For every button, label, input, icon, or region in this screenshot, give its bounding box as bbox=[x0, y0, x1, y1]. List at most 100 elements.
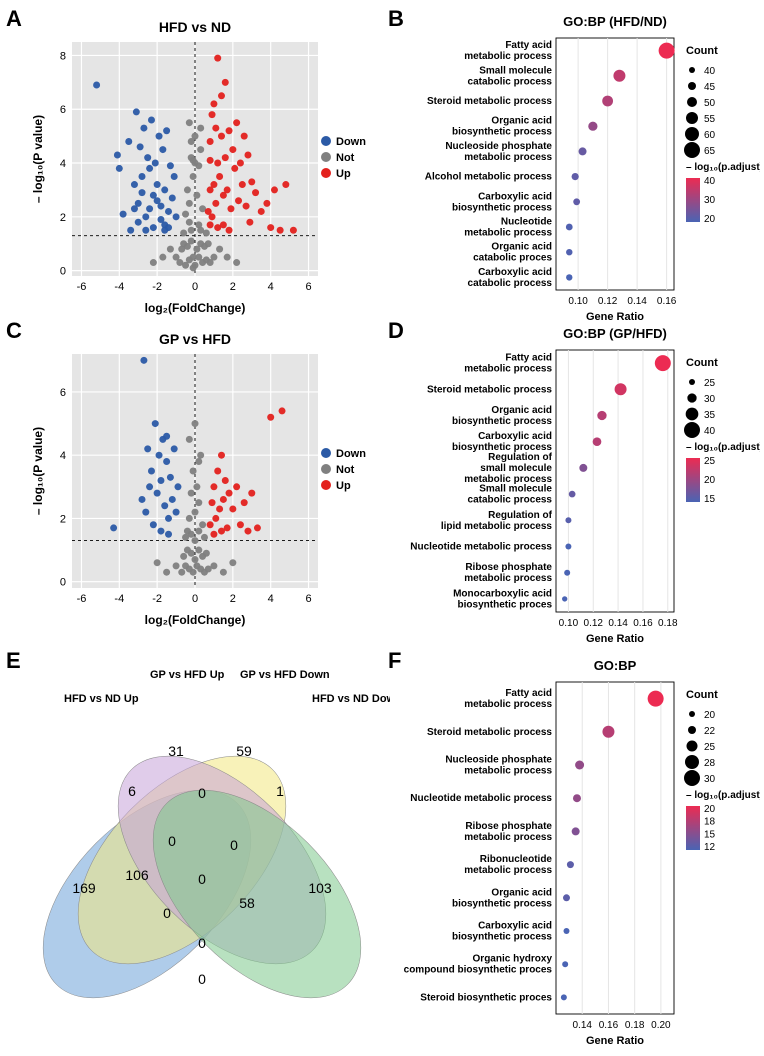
svg-text:45: 45 bbox=[704, 82, 716, 93]
svg-text:Organic acidbiosynthetic proce: Organic acidbiosynthetic process bbox=[452, 887, 552, 909]
svg-text:-2: -2 bbox=[152, 593, 162, 605]
svg-text:0.16: 0.16 bbox=[633, 618, 653, 629]
svg-text:GP vs HFD: GP vs HFD bbox=[159, 331, 231, 347]
svg-text:0.12: 0.12 bbox=[598, 296, 618, 307]
svg-text:15: 15 bbox=[704, 494, 716, 505]
svg-text:18: 18 bbox=[704, 817, 716, 828]
svg-text:Nucleotide metabolic process: Nucleotide metabolic process bbox=[410, 793, 552, 804]
svg-text:0: 0 bbox=[198, 935, 206, 951]
svg-text:106: 106 bbox=[125, 867, 149, 883]
svg-text:Small moleculecatabolic proces: Small moleculecatabolic process bbox=[468, 65, 553, 87]
svg-text:25: 25 bbox=[704, 378, 716, 389]
svg-text:-4: -4 bbox=[114, 593, 124, 605]
svg-text:22: 22 bbox=[704, 726, 716, 737]
svg-text:25: 25 bbox=[704, 456, 716, 467]
svg-text:40: 40 bbox=[704, 426, 716, 437]
svg-text:0.20: 0.20 bbox=[651, 1020, 671, 1031]
svg-text:log₂(FoldChange): log₂(FoldChange) bbox=[145, 301, 246, 315]
svg-text:-6: -6 bbox=[77, 281, 87, 293]
svg-text:– log₁₀(P value): – log₁₀(P value) bbox=[31, 427, 45, 515]
svg-text:59: 59 bbox=[236, 743, 252, 759]
svg-text:31: 31 bbox=[168, 743, 184, 759]
svg-text:4: 4 bbox=[268, 593, 274, 605]
svg-text:4: 4 bbox=[60, 450, 66, 462]
svg-text:0: 0 bbox=[60, 577, 66, 589]
svg-text:25: 25 bbox=[704, 742, 716, 753]
svg-text:0.16: 0.16 bbox=[599, 1020, 619, 1031]
svg-text:Fatty acidmetabolic process: Fatty acidmetabolic process bbox=[464, 353, 552, 375]
svg-text:Ribonucleotidemetabolic proces: Ribonucleotidemetabolic process bbox=[464, 854, 552, 876]
svg-text:0.14: 0.14 bbox=[572, 1020, 592, 1031]
svg-text:30: 30 bbox=[704, 195, 716, 206]
volcano-plot-c: GP vs HFD-6-4-202460246log₂(FoldChange)–… bbox=[28, 330, 388, 630]
svg-text:GO:BP: GO:BP bbox=[594, 658, 637, 673]
svg-text:1: 1 bbox=[276, 783, 284, 799]
go-bp-plot-f: GO:BP0.140.160.180.20Gene RatioFatty aci… bbox=[398, 656, 760, 1048]
svg-text:6: 6 bbox=[128, 783, 136, 799]
svg-text:55: 55 bbox=[704, 114, 716, 125]
svg-text:Steroid metabolic process: Steroid metabolic process bbox=[427, 96, 552, 107]
svg-text:2: 2 bbox=[230, 281, 236, 293]
panel-c-letter: C bbox=[6, 318, 22, 344]
svg-text:0: 0 bbox=[198, 971, 206, 987]
svg-text:-2: -2 bbox=[152, 281, 162, 293]
svg-text:0.14: 0.14 bbox=[627, 296, 647, 307]
volcano-plot-a: HFD vs ND-6-4-2024602468log₂(FoldChange)… bbox=[28, 18, 388, 318]
svg-text:Gene Ratio: Gene Ratio bbox=[586, 311, 644, 323]
go-bp-plot-b: GO:BP (HFD/ND) 0.10 0.12 0.14 0.16 Gene Ratio… bbox=[398, 12, 760, 324]
svg-text:30: 30 bbox=[704, 394, 716, 405]
svg-text:– log₁₀(P value): – log₁₀(P value) bbox=[31, 115, 45, 203]
svg-text:6: 6 bbox=[305, 281, 311, 293]
svg-text:HFD vs ND Up: HFD vs ND Up bbox=[64, 693, 139, 705]
svg-text:20: 20 bbox=[704, 475, 716, 486]
svg-text:0: 0 bbox=[198, 871, 206, 887]
svg-text:Fatty acidmetabolic process: Fatty acidmetabolic process bbox=[464, 688, 552, 710]
svg-text:Count: Count bbox=[686, 357, 718, 369]
svg-text:Down: Down bbox=[336, 448, 366, 460]
svg-text:40: 40 bbox=[704, 66, 716, 77]
svg-text:8: 8 bbox=[60, 50, 66, 62]
svg-text:Count: Count bbox=[686, 45, 718, 57]
svg-text:Carboxylic acidbiosynthetic pr: Carboxylic acidbiosynthetic process bbox=[452, 191, 552, 213]
svg-text:0: 0 bbox=[192, 593, 198, 605]
svg-text:log₂(FoldChange): log₂(FoldChange) bbox=[145, 613, 246, 627]
svg-text:Down: Down bbox=[336, 136, 366, 148]
svg-text:Organic acidcatabolic proces: Organic acidcatabolic proces bbox=[473, 242, 552, 264]
svg-text:Carboxylic acidcatabolic proce: Carboxylic acidcatabolic process bbox=[468, 267, 553, 289]
svg-text:40: 40 bbox=[704, 176, 716, 187]
svg-text:50: 50 bbox=[704, 98, 716, 109]
svg-text:0: 0 bbox=[163, 905, 171, 921]
svg-text:0.10: 0.10 bbox=[568, 296, 588, 307]
svg-text:Not: Not bbox=[336, 464, 355, 476]
svg-text:HFD vs ND Down: HFD vs ND Down bbox=[312, 693, 390, 705]
svg-text:4: 4 bbox=[268, 281, 274, 293]
svg-text:Small moleculecatabolic proces: Small moleculecatabolic process bbox=[468, 484, 553, 506]
svg-text:Up: Up bbox=[336, 168, 351, 180]
svg-text:4: 4 bbox=[60, 158, 66, 170]
svg-text:GO:BP (HFD/ND): GO:BP (HFD/ND) bbox=[563, 14, 667, 29]
svg-text:Nucleoside phosphatemetabolic: Nucleoside phosphatemetabolic process bbox=[445, 141, 552, 163]
svg-text:-4: -4 bbox=[114, 281, 124, 293]
svg-text:Alcohol metabolic process: Alcohol metabolic process bbox=[425, 172, 553, 183]
svg-text:– log₁₀(p.adjust): – log₁₀(p.adjust) bbox=[686, 442, 760, 453]
svg-text:Steroid metabolic process: Steroid metabolic process bbox=[427, 727, 552, 738]
svg-text:20: 20 bbox=[704, 710, 716, 721]
svg-text:28: 28 bbox=[704, 758, 716, 769]
svg-text:20: 20 bbox=[704, 214, 716, 225]
svg-text:0: 0 bbox=[198, 785, 206, 801]
svg-text:6: 6 bbox=[60, 104, 66, 116]
svg-text:Gene Ratio: Gene Ratio bbox=[586, 633, 644, 645]
svg-text:30: 30 bbox=[704, 774, 716, 785]
svg-text:0: 0 bbox=[230, 837, 238, 853]
svg-text:0.16: 0.16 bbox=[657, 296, 677, 307]
svg-text:0.18: 0.18 bbox=[625, 1020, 645, 1031]
svg-text:Nucleoside phosphatemetabolic: Nucleoside phosphatemetabolic process bbox=[445, 755, 552, 777]
svg-text:0: 0 bbox=[192, 281, 198, 293]
svg-text:Nucleotidemetabolic process: Nucleotidemetabolic process bbox=[464, 217, 552, 239]
svg-text:0.18: 0.18 bbox=[658, 618, 678, 629]
svg-text:0: 0 bbox=[60, 266, 66, 278]
svg-text:2: 2 bbox=[60, 212, 66, 224]
svg-text:60: 60 bbox=[704, 130, 716, 141]
svg-text:20: 20 bbox=[704, 804, 716, 815]
svg-text:– log₁₀(p.adjust): – log₁₀(p.adjust) bbox=[686, 162, 760, 173]
